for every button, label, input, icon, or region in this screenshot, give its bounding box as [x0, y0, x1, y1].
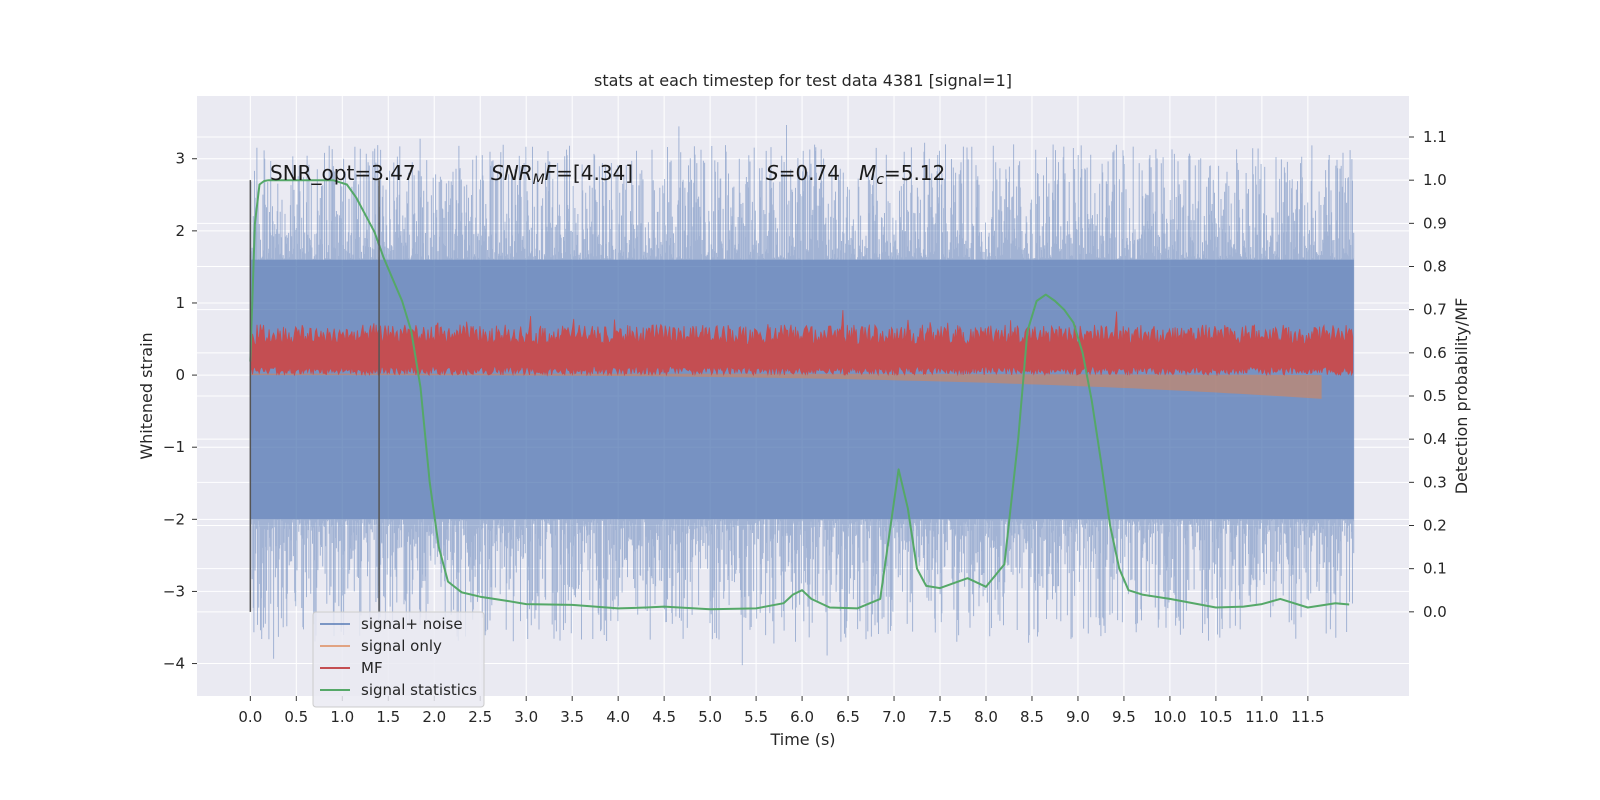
- y2-tick-label: 1.1: [1423, 128, 1447, 146]
- y2-tick-label: 0.1: [1423, 560, 1447, 578]
- x-tick-label: 11.5: [1291, 708, 1324, 726]
- snr-opt-annotation: SNR_opt=3.47: [270, 161, 416, 185]
- y-axis-label: Whitened strain: [137, 332, 156, 459]
- x-tick-label: 1.5: [376, 708, 400, 726]
- y-tick-label: −1: [163, 438, 185, 456]
- mc-annotation: Mc=5.12: [859, 161, 945, 188]
- y-tick-label: 1: [175, 294, 185, 312]
- signal-statistics-line: [249, 179, 1350, 611]
- legend: signal+ noise signal only MF signal stat…: [312, 611, 485, 708]
- y-tick-label: −2: [163, 510, 185, 528]
- x-axis-label: Time (s): [769, 730, 835, 749]
- legend-label-signal-only: signal only: [361, 637, 442, 655]
- y2-tick-label: 0.3: [1423, 473, 1447, 491]
- y2-tick-label: 0.0: [1423, 603, 1447, 621]
- y2-tick-label: 0.9: [1423, 214, 1447, 232]
- x-tick-label: 3.0: [514, 708, 538, 726]
- snr-mf-value: =[4.34]: [556, 161, 633, 185]
- y-tick-label: 0: [175, 366, 185, 384]
- y2-tick-label: 0.7: [1423, 301, 1447, 319]
- x-tick-label: 10.5: [1199, 708, 1232, 726]
- mc-value: =5.12: [884, 161, 945, 185]
- s-label: S: [766, 161, 779, 185]
- x-tick-label: 11.0: [1245, 708, 1278, 726]
- chart-title: stats at each timestep for test data 438…: [594, 71, 1012, 90]
- x-tick-label: 4.5: [652, 708, 676, 726]
- signal-only-envelope: [250, 373, 1322, 399]
- x-tick-label: 10.0: [1153, 708, 1186, 726]
- y2-tick-label: 0.6: [1423, 344, 1447, 362]
- s-annotation: S=0.74: [766, 161, 840, 185]
- x-tick-label: 1.0: [330, 708, 354, 726]
- x-tick-label: 6.5: [836, 708, 860, 726]
- x-tick-label: 8.0: [974, 708, 998, 726]
- legend-box: [312, 611, 485, 708]
- mf-band: [249, 310, 1354, 377]
- y2-tick-label: 0.4: [1423, 430, 1447, 448]
- x-tick-label: 0.0: [238, 708, 262, 726]
- x-tick-label: 3.5: [560, 708, 584, 726]
- x-tick-label: 9.0: [1066, 708, 1090, 726]
- x-axis-ticks: 0.0 0.5 1.0 1.5 2.0 2.5 3.0 3.5 4.0 4.5 5.0 5.5 6.0 6…: [238, 696, 1325, 726]
- snr-mf-main: SNR: [491, 161, 533, 185]
- y-axis-ticks: −4 −3 −2 −1 0 1 2 3: [163, 150, 197, 673]
- y2-axis-label: Detection probability/MF: [1452, 298, 1471, 495]
- y-tick-label: 2: [175, 222, 185, 240]
- legend-label-mf: MF: [361, 659, 383, 677]
- y2-tick-label: 1.0: [1423, 171, 1447, 189]
- y2-tick-label: 0.2: [1423, 516, 1447, 534]
- snr-mf-tail: F: [545, 161, 557, 185]
- x-tick-label: 4.0: [606, 708, 630, 726]
- y2-tick-label: 0.5: [1423, 387, 1447, 405]
- y2-tick-label: 0.8: [1423, 258, 1447, 276]
- vlines: [249, 180, 380, 612]
- y-tick-label: −4: [163, 655, 185, 673]
- s-value: =0.74: [779, 161, 840, 185]
- x-tick-label: 6.0: [790, 708, 814, 726]
- x-tick-label: 9.5: [1112, 708, 1136, 726]
- legend-label-signal-noise: signal+ noise: [361, 615, 463, 633]
- legend-label-signal-statistics: signal statistics: [361, 681, 477, 699]
- series-layer: [249, 125, 1355, 666]
- snr-mf-annotation: SNRMF=[4.34]: [491, 161, 633, 188]
- snr-mf-sub: M: [533, 172, 545, 188]
- x-tick-label: 8.5: [1020, 708, 1044, 726]
- x-tick-label: 5.0: [698, 708, 722, 726]
- x-tick-label: 5.5: [744, 708, 768, 726]
- mc-label: M: [859, 161, 876, 185]
- x-tick-label: 7.5: [928, 708, 952, 726]
- y2-axis-ticks: 0.0 0.1 0.2 0.3 0.4 0.5 0.6 0.7 0.8 0.9 1.0 1.1: [1409, 128, 1447, 621]
- x-tick-label: 0.5: [284, 708, 308, 726]
- x-tick-label: 7.0: [882, 708, 906, 726]
- x-tick-label: 2.5: [468, 708, 492, 726]
- x-tick-label: 2.0: [422, 708, 446, 726]
- y-tick-label: −3: [163, 582, 185, 600]
- mc-sub: c: [876, 172, 884, 188]
- y-tick-label: 3: [175, 150, 185, 168]
